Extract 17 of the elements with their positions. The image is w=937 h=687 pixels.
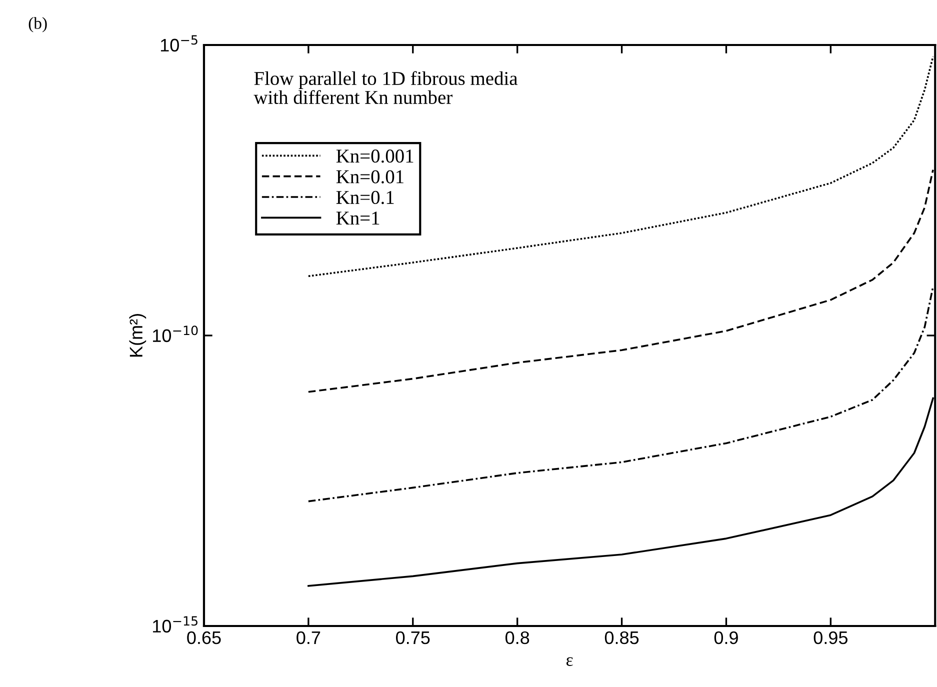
legend-label: Kn=1	[336, 212, 380, 224]
x-axis-title: ε	[566, 657, 573, 666]
x-tick-label: 0.95	[814, 631, 848, 644]
y-axis-title: K(m²)	[129, 314, 146, 357]
annotation: Flow parallel to 1D fibrous media with different Kn number	[254, 71, 518, 104]
y-tick-label: 10$^{−10}$	[153, 326, 198, 342]
x-tick-label: 0.85	[604, 631, 639, 644]
x-tick-label: 0.75	[396, 631, 430, 644]
legend-label: Kn=0.001	[336, 150, 414, 163]
x-tick-label: 0.9	[714, 631, 738, 644]
y-tick-label: 10$^{−5}$	[160, 35, 198, 52]
x-tick-label: 0.65	[187, 631, 221, 644]
x-tick-label: 0.8	[505, 631, 530, 644]
text: (b)	[28, 17, 47, 32]
legend-label: Kn=0.1	[336, 190, 394, 204]
x-tick-label: 0.7	[296, 631, 320, 644]
legend-label: Kn=0.01	[336, 170, 404, 184]
